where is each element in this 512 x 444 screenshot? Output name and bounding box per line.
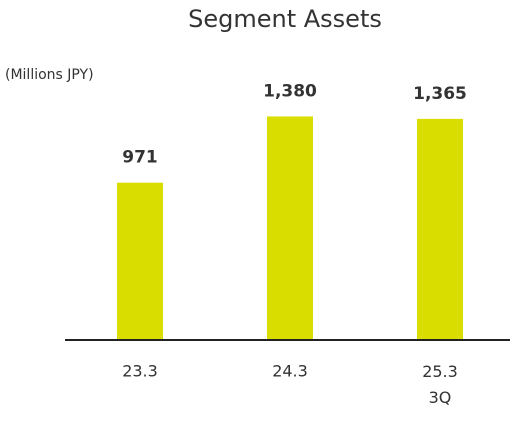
value-label: 1,380 <box>263 81 317 101</box>
bar <box>417 118 463 341</box>
bar <box>267 116 313 340</box>
x-tick-label: 24.3 <box>272 362 308 381</box>
value-label: 971 <box>122 148 158 168</box>
x-tick-label: 23.3 <box>122 362 158 381</box>
x-tick-label: 25.3 3Q <box>422 362 458 407</box>
bar <box>117 182 163 340</box>
unit-label: (Millions JPY) <box>5 67 94 83</box>
chart-title: Segment Assets <box>188 5 382 33</box>
value-label: 1,365 <box>413 84 467 104</box>
